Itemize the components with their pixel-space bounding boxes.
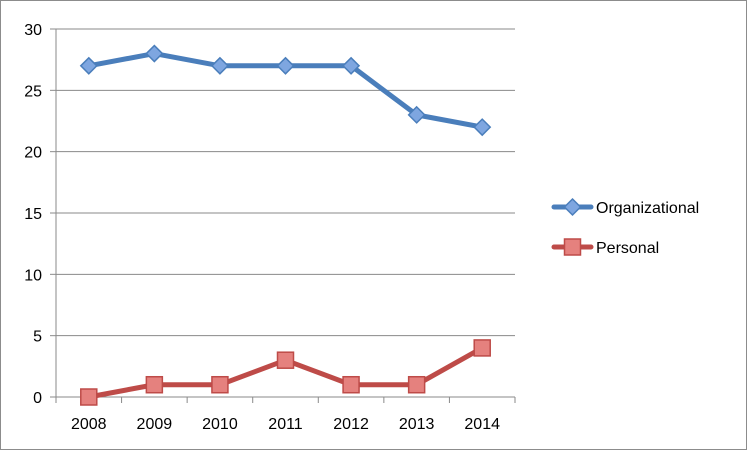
- y-tick-label: 30: [24, 22, 42, 39]
- legend: Organizational Personal: [551, 197, 699, 257]
- data-point: [407, 375, 426, 394]
- data-point: [342, 56, 361, 75]
- x-axis-ticks: 2008 2009 2010 2011 2012 2013 2014: [55, 397, 516, 433]
- data-point: [407, 105, 426, 124]
- data-point: [145, 375, 164, 394]
- grid-lines: [56, 28, 515, 337]
- y-tick-label: 0: [33, 390, 42, 407]
- series-organizational: [79, 44, 492, 137]
- series-group: [79, 44, 492, 406]
- data-point: [79, 56, 98, 75]
- y-tick-label: 25: [24, 83, 42, 100]
- legend-label: Organizational: [596, 200, 699, 217]
- data-point: [473, 118, 492, 137]
- x-tick-label: 2009: [137, 416, 173, 433]
- x-tick-label: 2011: [268, 416, 303, 433]
- x-tick-label: 2013: [399, 416, 435, 433]
- y-tick-label: 15: [24, 206, 42, 223]
- data-point: [276, 351, 295, 369]
- series-personal: [80, 339, 491, 406]
- data-point: [210, 56, 229, 75]
- data-point: [276, 56, 295, 75]
- legend-marker: [563, 238, 582, 256]
- data-point: [80, 388, 98, 406]
- x-tick-label: 2014: [464, 416, 500, 433]
- data-point: [473, 339, 491, 357]
- data-point: [211, 375, 229, 394]
- data-point: [342, 375, 360, 394]
- y-tick-label: 20: [24, 145, 42, 162]
- legend-marker: [563, 197, 582, 217]
- x-tick-label: 2012: [333, 416, 369, 433]
- y-axis-ticks: 0 5 10 15 20 25 30: [24, 22, 56, 407]
- legend-item: Organizational: [551, 197, 699, 217]
- y-tick-label: 5: [33, 329, 42, 346]
- x-tick-label: 2008: [71, 416, 107, 433]
- x-tick-label: 2010: [202, 416, 238, 433]
- legend-item: Personal: [551, 238, 659, 257]
- data-point: [145, 44, 164, 63]
- y-tick-label: 10: [24, 267, 42, 284]
- legend-label: Personal: [596, 240, 659, 257]
